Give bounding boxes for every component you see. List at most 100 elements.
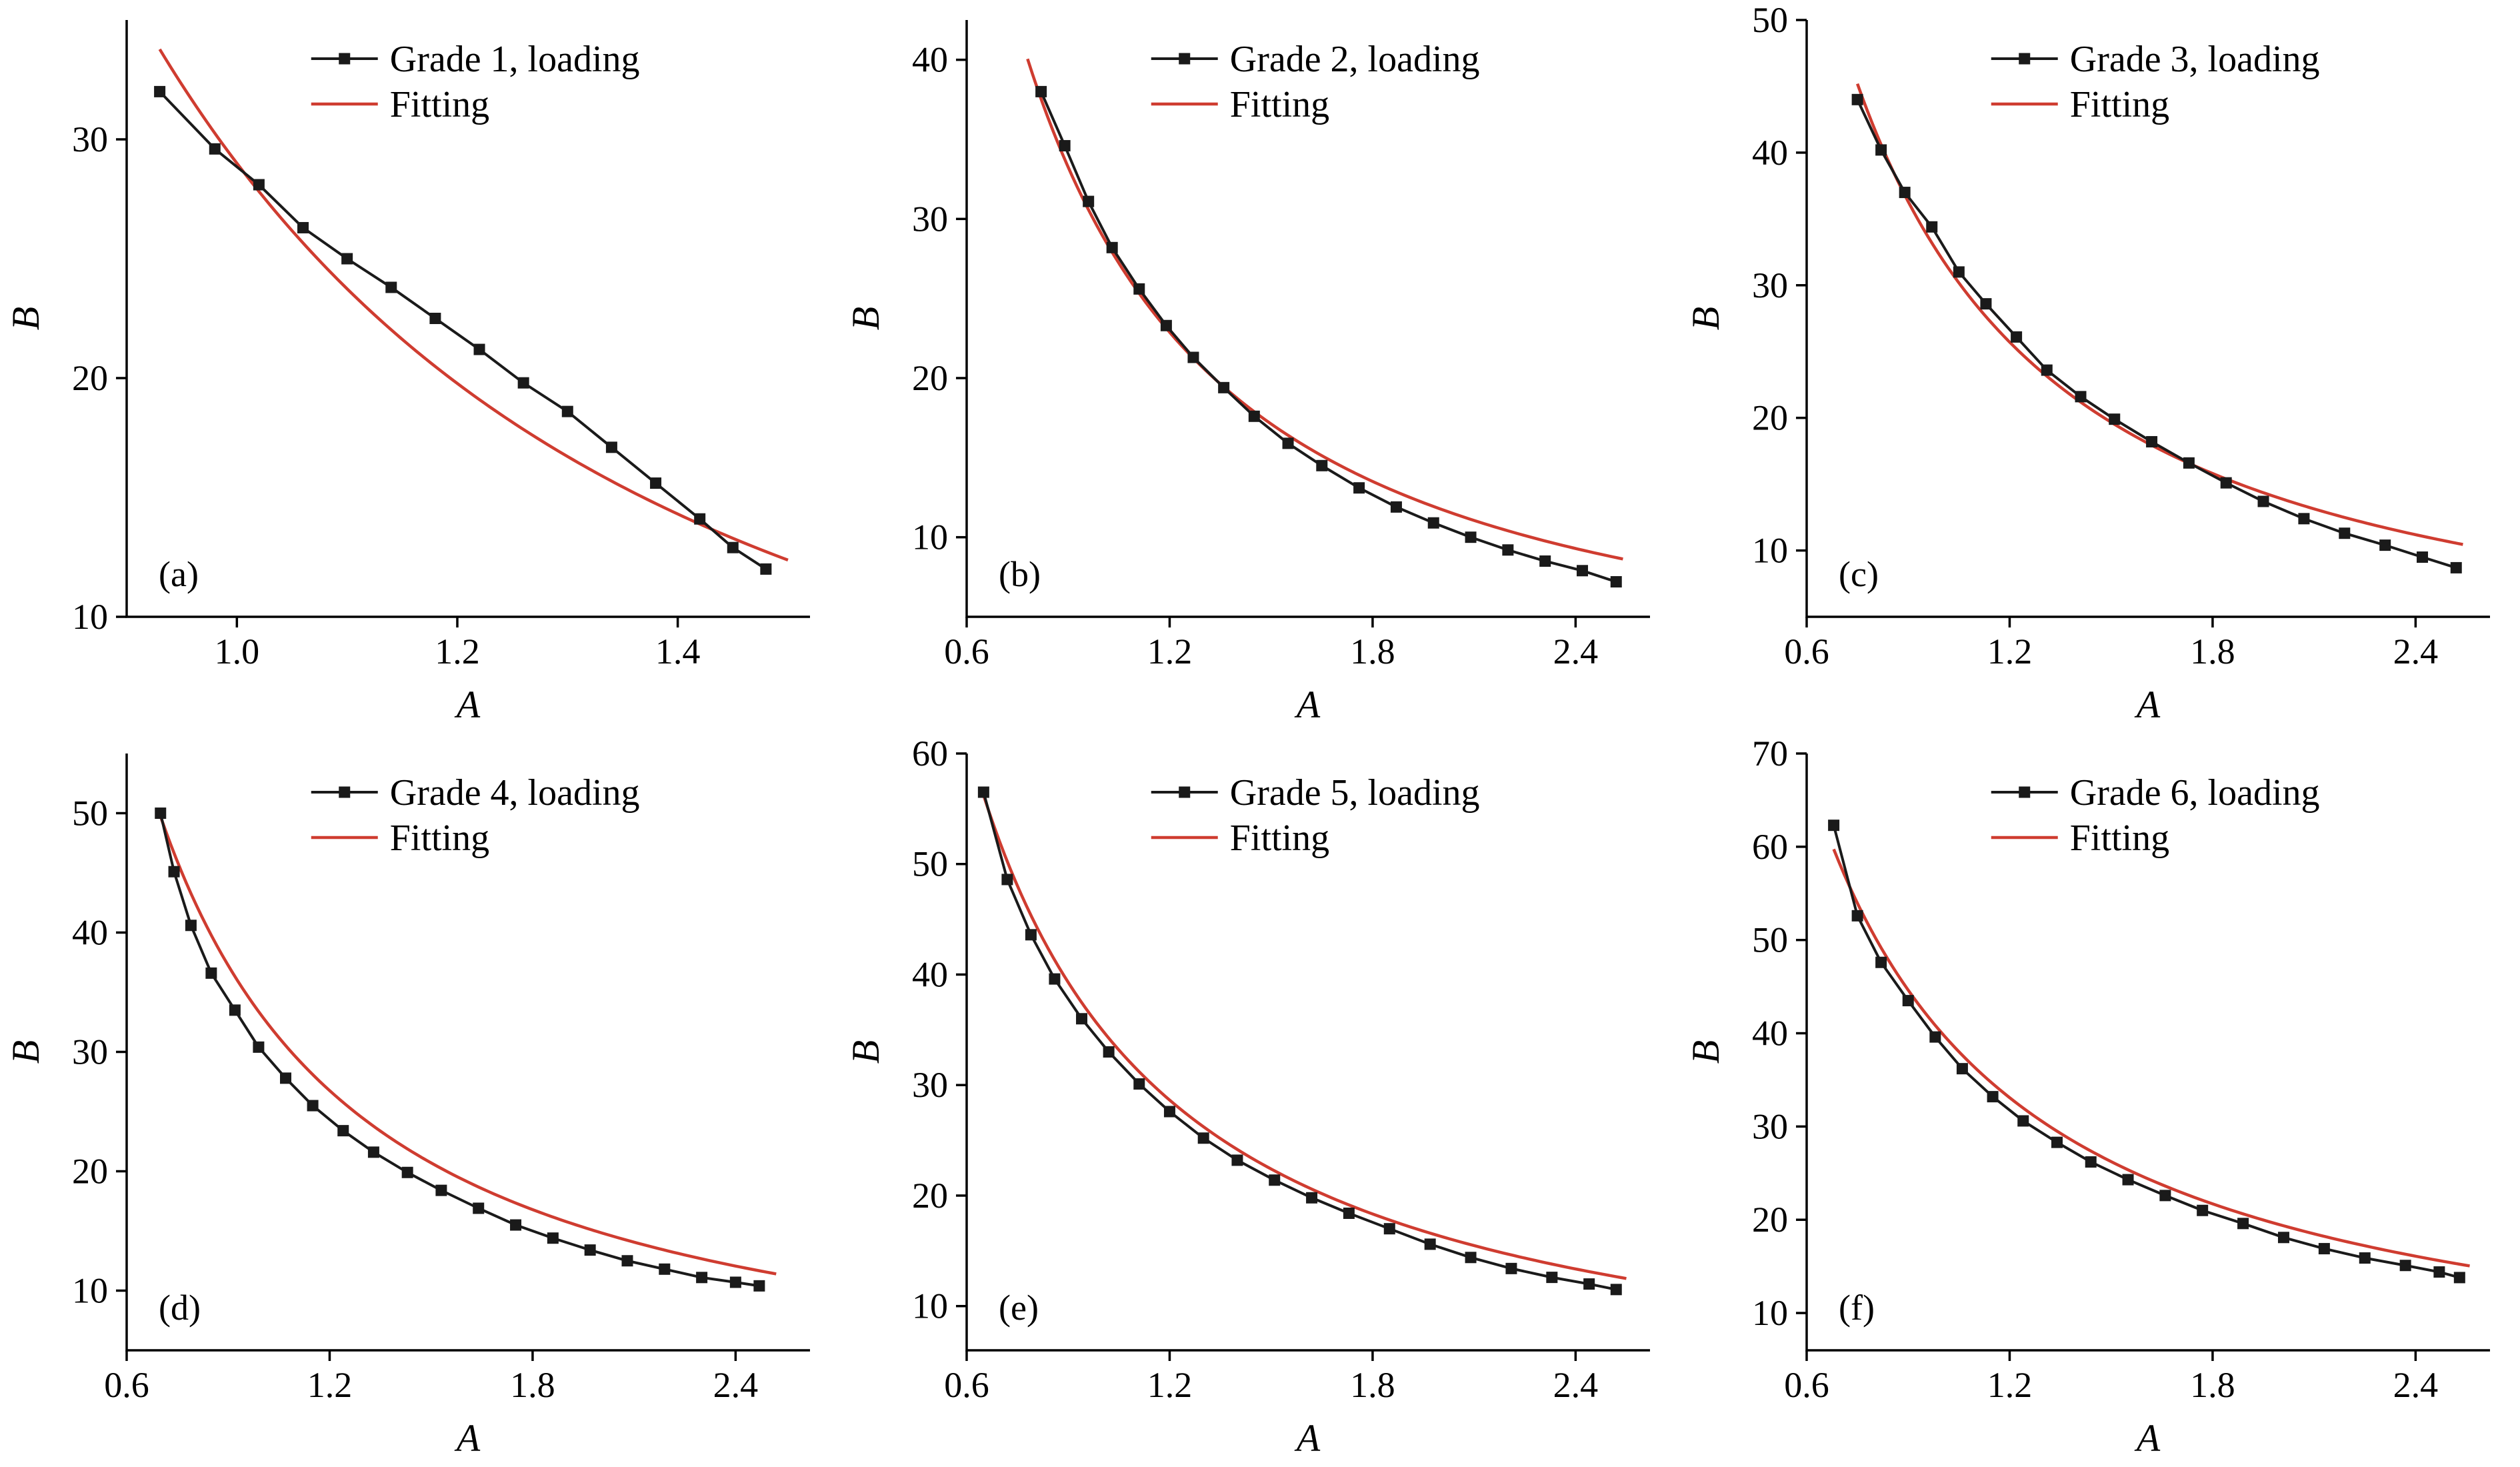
data-point-marker [185,920,197,932]
y-axis-label: B [1684,307,1727,330]
data-point-marker [1424,1238,1436,1250]
fit-curve [982,795,1627,1280]
data-point-marker [1231,1154,1243,1166]
legend-label: Fitting [390,818,489,859]
data-point-marker [1049,973,1061,985]
y-axis-label: B [1684,1040,1727,1064]
chart-svg-a: 1.0 1.2 1.4 10 20 30 A B Grade 1, loadingFitting… [4,20,810,726]
x-axis-label: A [2134,683,2161,726]
data-point-marker [1187,351,1199,363]
y-axis-label: B [844,307,887,330]
data-point-marker [1001,874,1013,886]
data-point-marker [1390,501,1402,513]
data-point-marker [253,1041,265,1053]
y-tick-label: 20 [1752,1200,1788,1240]
data-point-marker [2433,1266,2445,1278]
data-point-marker [1875,144,1887,156]
data-point-marker [297,221,309,233]
y-tick-label: 60 [912,734,948,774]
data-point-marker [517,377,529,389]
x-tick-label: 0.6 [1784,1365,1829,1405]
x-tick-label: 1.2 [1147,1365,1193,1405]
data-point-marker [696,1272,708,1284]
legend-label: Grade 3, loading [2070,39,2320,80]
legend-sample-marker [339,53,351,65]
panel-letter: (b) [999,554,1041,594]
data-point-marker [2257,495,2269,507]
data-point-marker [429,313,441,324]
data-point-marker [1076,1013,1088,1025]
y-tick-label: 10 [1752,1293,1788,1333]
y-tick-label: 30 [912,199,948,239]
data-point-marker [385,281,397,293]
data-point-marker [1546,1272,1558,1284]
legend-label: Fitting [1230,818,1329,859]
data-point-marker [1610,1284,1622,1296]
legend-label: Fitting [1230,84,1329,125]
data-point-marker [279,1072,291,1084]
panel-letter: (d) [159,1288,201,1328]
x-tick-label: 1.4 [655,631,701,671]
data-point-marker [1577,565,1589,577]
data-point-marker [1248,410,1260,422]
data-point-marker [2183,457,2195,469]
data-point-marker [473,343,485,355]
x-axis-label: A [1294,683,1321,726]
x-tick-label: 1.8 [510,1365,555,1405]
data-point-marker [1956,1063,1968,1075]
data-point-marker [2450,561,2462,573]
data-point-marker [659,1263,671,1275]
y-tick-label: 50 [1752,920,1788,960]
data-series-line [1039,91,1617,583]
data-point-marker [1539,555,1551,567]
x-tick-label: 0.6 [944,1365,989,1405]
data-point-marker [2237,1218,2249,1230]
y-tick-label: 10 [912,517,948,557]
data-point-marker [1427,517,1439,529]
data-point-marker [1353,482,1365,494]
chart-panel-f: 0.6 1.2 1.8 2.4 10 20 30 40 50 60 70 A B Grade 6, loa… [1680,734,2520,1467]
data-point-marker [1133,283,1145,295]
data-point-marker [2075,391,2087,403]
data-point-marker [621,1255,633,1267]
y-tick-label: 30 [912,1065,948,1105]
panel-letter: (a) [159,554,199,594]
chart-panel-e: 0.6 1.2 1.8 2.4 10 20 30 40 50 60 A B Grade 5, loadi… [840,734,1680,1467]
data-point-marker [1926,221,1938,233]
legend-sample-marker [1179,53,1191,65]
data-point-marker [561,405,573,417]
x-tick-label: 1.2 [1987,631,2033,671]
data-point-marker [2277,1232,2289,1244]
x-tick-label: 1.0 [215,631,260,671]
data-point-marker [605,441,617,453]
data-point-marker [2197,1204,2209,1216]
data-point-marker [2122,1174,2134,1186]
x-tick-label: 1.8 [2190,631,2235,671]
x-axis-label: A [2134,1416,2161,1460]
legend-sample-marker [2019,786,2031,798]
data-point-marker [729,1276,741,1288]
y-tick-label: 10 [1752,531,1788,571]
data-point-marker [977,786,989,798]
data-point-marker [547,1232,559,1244]
data-series-line [1832,825,2460,1279]
data-point-marker [2051,1136,2063,1148]
data-point-marker [1583,1278,1595,1290]
chart-panel-c: 0.6 1.2 1.8 2.4 10 20 30 40 50 A B Grade 3, loading… [1680,0,2520,734]
x-tick-label: 0.6 [1784,631,1829,671]
y-tick-label: 30 [1752,265,1788,305]
data-point-marker [1035,85,1047,97]
chart-svg-d: 0.6 1.2 1.8 2.4 10 20 30 40 50 A B Grade 4, loading… [4,754,810,1460]
data-point-marker [2011,331,2023,343]
data-point-marker [1306,1192,1318,1204]
data-point-marker [1083,195,1095,207]
data-point-marker [1343,1207,1355,1219]
chart-svg-f: 0.6 1.2 1.8 2.4 10 20 30 40 50 60 70 A B Grade 6, loa… [1684,734,2490,1460]
data-point-marker [1828,820,1840,832]
data-point-marker [2453,1272,2465,1284]
data-point-marker [1025,929,1037,941]
x-tick-label: 2.4 [1553,1365,1599,1405]
data-point-marker [2318,1243,2330,1255]
y-tick-label: 10 [72,597,108,637]
data-series-line [159,91,767,571]
